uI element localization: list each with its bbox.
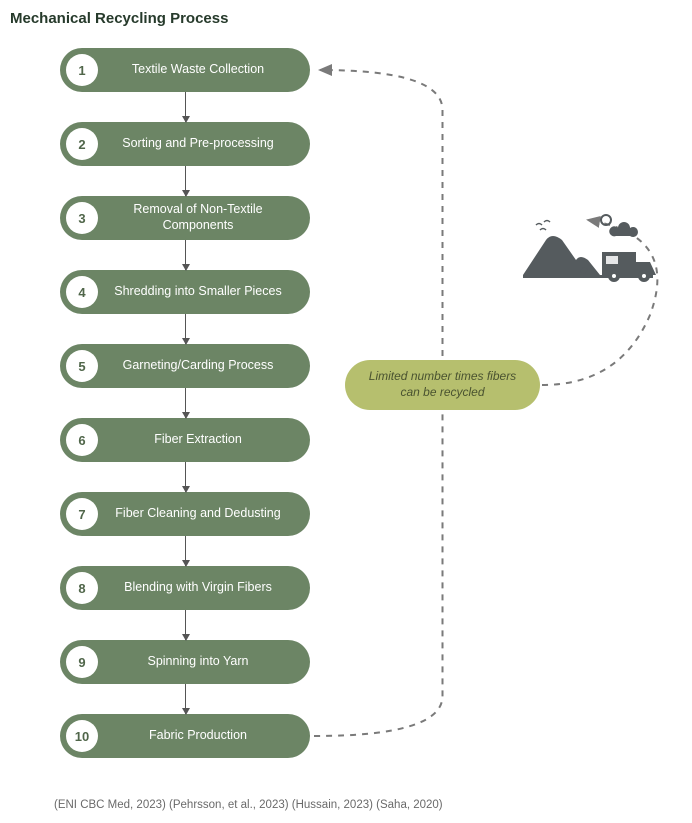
process-step: 1Textile Waste Collection xyxy=(60,48,310,92)
page-title: Mechanical Recycling Process xyxy=(10,10,228,27)
step-number: 10 xyxy=(66,720,98,752)
step-connector-arrow xyxy=(185,240,186,270)
step-number: 5 xyxy=(66,350,98,382)
process-step: 4Shredding into Smaller Pieces xyxy=(60,270,310,314)
step-connector-arrow xyxy=(185,536,186,566)
step-number: 1 xyxy=(66,54,98,86)
process-step: 3Removal of Non-Textile Components xyxy=(60,196,310,240)
citations-text: (ENI CBC Med, 2023) (Pehrsson, et al., 2… xyxy=(54,799,443,811)
process-step: 10Fabric Production xyxy=(60,714,310,758)
process-step: 7Fiber Cleaning and Dedusting xyxy=(60,492,310,536)
step-number: 2 xyxy=(66,128,98,160)
step-connector-arrow xyxy=(185,388,186,418)
step-number: 3 xyxy=(66,202,98,234)
landfill-icon xyxy=(518,210,668,305)
process-step: 2Sorting and Pre-processing xyxy=(60,122,310,166)
step-connector-arrow xyxy=(185,462,186,492)
step-connector-arrow xyxy=(185,166,186,196)
note-text: Limited number times fibers can be recyc… xyxy=(359,369,526,400)
step-connector-arrow xyxy=(185,314,186,344)
process-step: 8Blending with Virgin Fibers xyxy=(60,566,310,610)
step-number: 7 xyxy=(66,498,98,530)
step-number: 6 xyxy=(66,424,98,456)
process-step: 5Garneting/Carding Process xyxy=(60,344,310,388)
recycle-limit-note: Limited number times fibers can be recyc… xyxy=(345,360,540,410)
step-number: 4 xyxy=(66,276,98,308)
step-number: 8 xyxy=(66,572,98,604)
step-connector-arrow xyxy=(185,684,186,714)
step-number: 9 xyxy=(66,646,98,678)
step-connector-arrow xyxy=(185,92,186,122)
process-step: 6Fiber Extraction xyxy=(60,418,310,462)
step-connector-arrow xyxy=(185,610,186,640)
process-step: 9Spinning into Yarn xyxy=(60,640,310,684)
